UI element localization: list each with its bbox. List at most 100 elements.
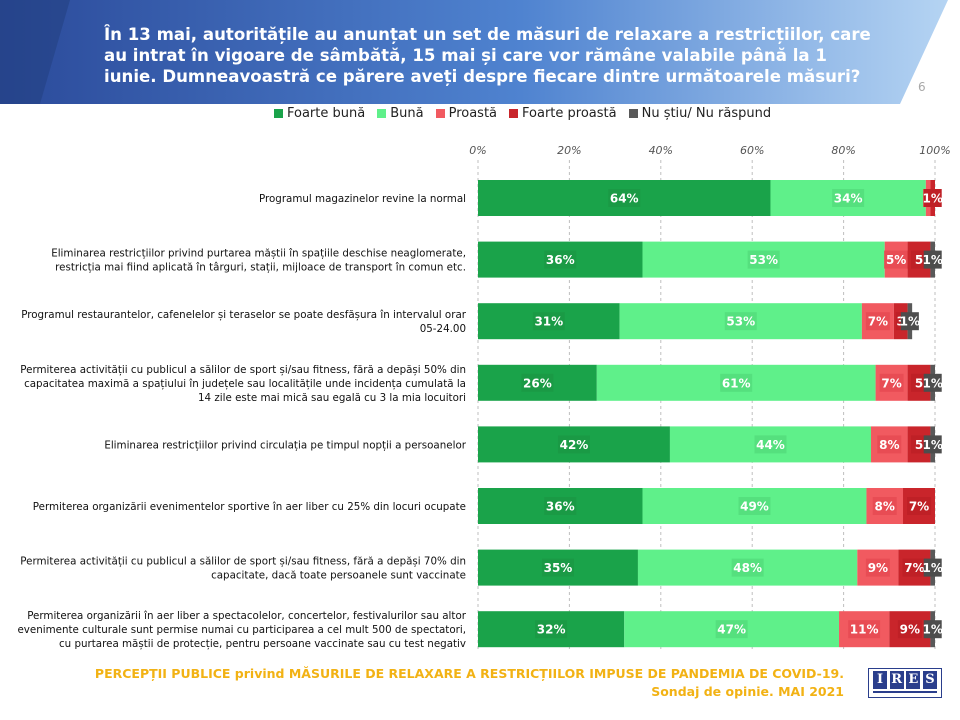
data-label: 9% [900,623,920,637]
data-label: 8% [875,500,895,514]
legend-item: Proastă [435,105,498,121]
category-label: Permiterea organizării în aer liber a sp… [17,610,466,650]
chart-legend: Foarte bună Bună Proastă Foarte proastă Nu ș… [274,104,783,122]
data-label-box [544,497,577,515]
data-label-box [877,435,902,454]
data-label-box [715,620,748,639]
data-label-box [738,497,771,515]
data-label-box [865,312,890,331]
category-label: Eliminarea restricțiilor privind purtare… [51,248,466,274]
category-label-line: Programul restaurantelor, cafenelelor și… [21,309,467,321]
page-title: În 13 mai, autoritățile au anunțat un se… [104,25,871,86]
logo-letter: R [889,671,904,689]
legend-item: Foarte bună [274,106,365,121]
category-label-line: 14 zile este mai mică sau egală cu 3 la … [198,392,466,404]
category-label: Permiterea activității cu publicul a săl… [20,364,466,404]
legend-label: Foarte proastă [522,105,617,121]
category-label-line: cu purtarea măștii de protecție, pentru … [59,638,466,650]
category-label-line: Permiterea activității cu publicul a săl… [20,556,466,568]
data-label-box [544,250,577,269]
category-label-line: Permiterea organizării în aer liber a sp… [27,610,467,622]
data-label: 1% [923,438,943,452]
logo-letter: S [922,671,937,689]
data-label: 36% [546,500,575,514]
category-label-line: capacitatea maximă a spațiului în județe… [24,378,466,390]
category-label-line: Permiterea organizării evenimentelor spo… [33,501,466,513]
legend-label: Nu știu/ Nu răspund [641,105,772,121]
data-label-box [731,558,764,577]
data-label-box [608,189,641,207]
data-label: 7% [904,561,924,575]
x-tick-label: 80% [831,144,855,157]
data-label: 5 [915,376,923,390]
data-label-box [521,373,554,392]
footer-subtitle: Sondaj de opinie. MAI 2021 [651,684,844,699]
data-label-box [923,620,942,639]
data-label: 7% [909,500,929,514]
data-label: 34% [834,192,863,206]
category-label: Programul magazinelor revine la normal [259,193,466,205]
header-background [0,0,948,104]
data-label: 48% [733,561,762,575]
data-label: 49% [740,500,769,514]
data-label-box [724,312,757,331]
data-label: 5 [915,253,923,267]
data-label: 44% [756,438,785,452]
category-label-line: evenimente culturale sunt permise numai … [17,624,466,636]
logo-letter: E [906,671,921,689]
stacked-bar-chart: 0% 20% 40% 60% 80% 100% 64% 34% 11% Programul mag… [17,144,951,652]
data-label: 7% [868,315,888,329]
data-label: 1% [923,623,943,637]
category-label-line: capacitate, dacă toate persoanele sunt v… [211,570,466,582]
data-label: 9% [868,561,888,575]
category-label-line: restricția mai fiind aplicată în târguri… [55,262,466,274]
data-label: 42% [560,438,589,452]
logo-underline [873,691,937,693]
data-label-box [911,435,928,454]
legend-item: Foarte proastă [509,106,617,121]
category-label-line: Programul magazinelor revine la normal [259,193,466,205]
legend-swatch [274,108,283,118]
data-label-box [754,435,787,454]
data-label-box [872,497,897,515]
data-label-box [747,250,780,269]
data-label-box [897,620,922,639]
data-label-box [923,558,942,577]
category-label-line: Permiterea activității cu publicul a săl… [20,364,466,376]
data-label: 26% [523,376,552,390]
footer-title: PERCEPȚII PUBLICE privind MĂSURILE DE RE… [94,666,844,681]
category-label-line: 05-24.00 [420,323,466,335]
data-label: 3 [897,315,905,329]
data-label: 1% [923,561,943,575]
data-label: 53% [749,253,778,267]
data-label-box [535,620,568,639]
x-tick-label: 60% [740,144,764,157]
data-label-box [902,558,927,577]
data-label-box [923,189,942,207]
data-label-box [557,435,590,454]
x-tick-label: 100% [919,144,950,157]
legend-item: Bună [377,106,424,121]
category-label: Permiterea activității cu publicul a săl… [20,556,466,582]
data-label: 47% [717,623,746,637]
slide-number: 6 [918,80,926,94]
data-label: 1% [923,253,943,267]
data-label: 64% [610,192,639,206]
data-label-box [907,497,932,515]
data-label-box [865,558,890,577]
data-label: 8% [879,438,899,452]
data-label: 31% [534,315,563,329]
data-label: 7% [881,376,901,390]
legend-swatch [435,108,445,118]
legend-label: Proastă [448,105,498,121]
data-label-box [532,312,565,331]
data-label-box [541,558,574,577]
legend-swatch [377,108,387,118]
data-label: 5% [886,253,906,267]
data-label: 53% [726,315,755,329]
data-label-box [720,373,753,392]
data-label: 35% [544,561,573,575]
data-label-box [832,189,865,207]
